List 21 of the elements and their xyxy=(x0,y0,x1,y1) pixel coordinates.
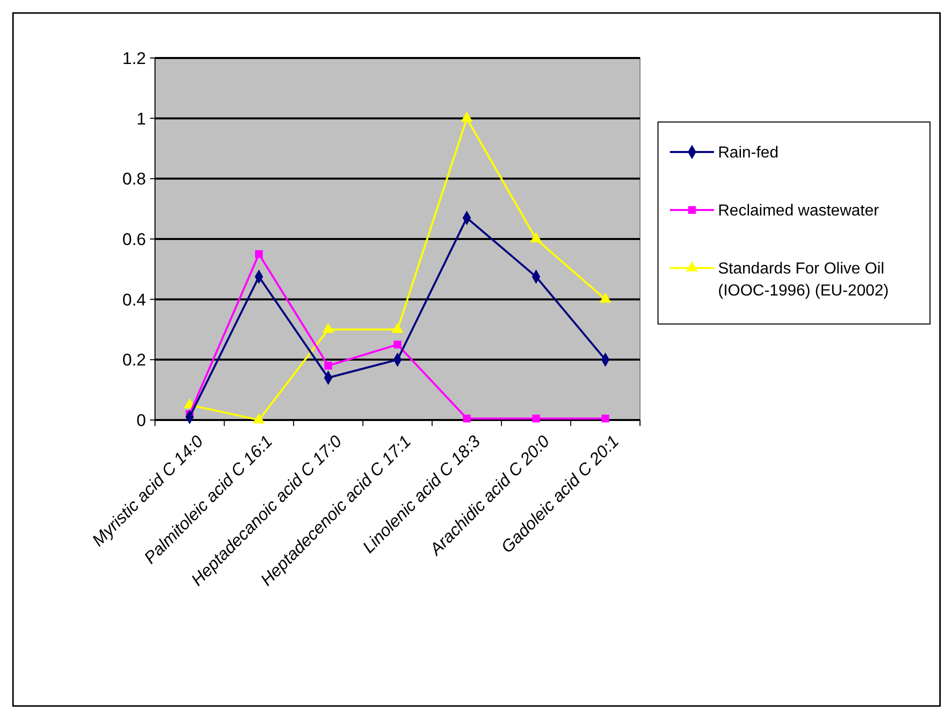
y-tick-label: 0.6 xyxy=(122,230,146,249)
legend-label: Standards For Olive Oil (IOOC-1996) (EU-2002) xyxy=(718,260,889,300)
y-tick-label: 0.4 xyxy=(122,290,146,310)
y-tick-label: 1.2 xyxy=(122,48,146,68)
y-tick-label: 1 xyxy=(136,109,146,128)
point xyxy=(255,250,263,258)
point xyxy=(322,322,334,333)
y-tick-label: 0.8 xyxy=(122,170,146,189)
point xyxy=(392,322,404,333)
point xyxy=(462,414,471,422)
y-tick-label: 0.2 xyxy=(122,350,146,370)
point xyxy=(601,414,610,422)
legend-label: Reclaimed wastewater xyxy=(718,202,880,220)
point xyxy=(530,232,542,242)
legend-label: Rain-fed xyxy=(718,144,778,162)
point xyxy=(599,292,612,303)
y-tick-label: 0 xyxy=(136,410,146,430)
point xyxy=(532,414,540,422)
point xyxy=(324,362,332,370)
point xyxy=(394,340,402,348)
point xyxy=(460,112,473,122)
